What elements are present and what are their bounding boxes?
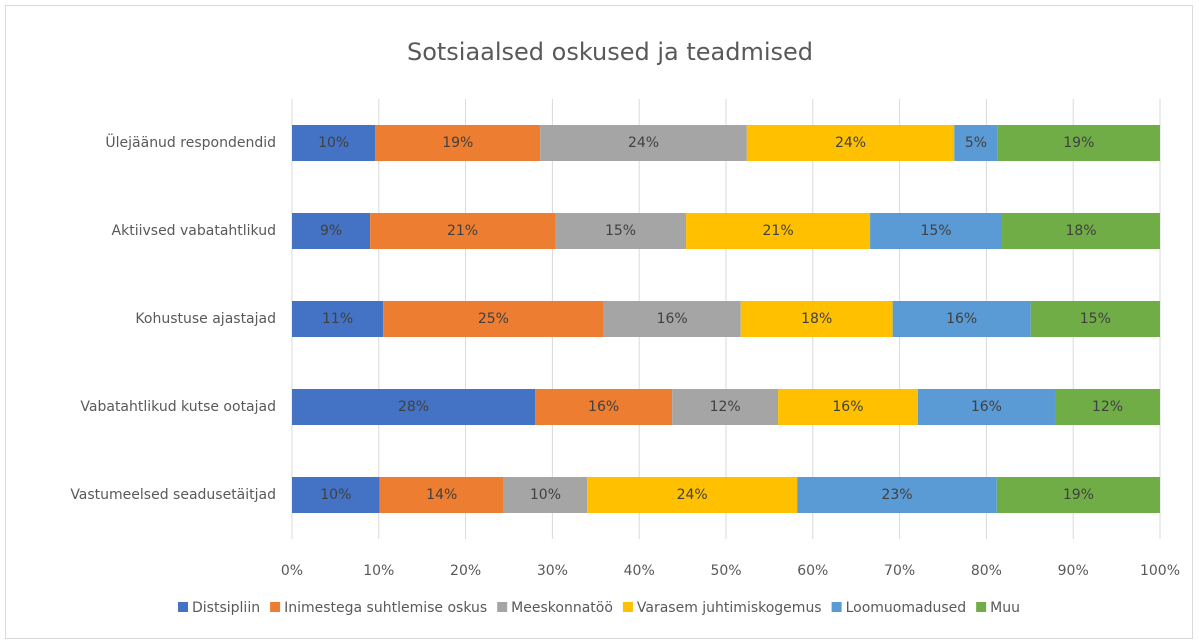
data-label: 16% [657, 311, 688, 327]
y-tick-label: Vastumeelsed seadusetäitjad [70, 487, 276, 503]
bar-segment [383, 301, 604, 337]
bar-segment [503, 477, 588, 513]
legend-label: Meeskonnatöö [511, 600, 613, 616]
x-tick-label: 60% [797, 563, 828, 579]
legend-swatch [178, 602, 189, 612]
legend-swatch [270, 602, 281, 612]
data-label: 21% [447, 223, 478, 239]
x-tick-label: 70% [884, 563, 915, 579]
bar-segment [1002, 213, 1160, 249]
data-label: 18% [801, 311, 832, 327]
data-label: 24% [628, 135, 659, 151]
bar-segment [375, 125, 541, 161]
bar-segment [379, 477, 504, 513]
x-tick-label: 90% [1058, 563, 1089, 579]
bar-segment [603, 301, 741, 337]
legend-swatch [622, 602, 633, 612]
bar-segment [587, 477, 798, 513]
bar-segment [997, 125, 1160, 161]
data-label: 12% [710, 399, 741, 415]
data-label: 19% [1063, 135, 1094, 151]
x-tick-label: 40% [624, 563, 655, 579]
bar-segment [686, 213, 871, 249]
data-label: 15% [605, 223, 636, 239]
data-label: 19% [442, 135, 473, 151]
data-label: 10% [318, 135, 349, 151]
bar-segment [292, 301, 384, 337]
bar-segment [292, 125, 376, 161]
data-label: 18% [1065, 223, 1096, 239]
x-tick-label: 20% [450, 563, 481, 579]
x-tick-label: 100% [1140, 563, 1180, 579]
data-label: 19% [1063, 487, 1094, 503]
chart-title: Sotsiaalsed oskused ja teadmised [407, 38, 813, 66]
legend-swatch [497, 602, 508, 612]
data-label: 10% [530, 487, 561, 503]
x-tick-label: 0% [281, 563, 303, 579]
legend-label: Inimestega suhtlemise oskus [284, 600, 487, 616]
bar-segment [672, 389, 779, 425]
data-label: 16% [588, 399, 619, 415]
bar-segment [1030, 301, 1160, 337]
data-label: 14% [426, 487, 457, 503]
bar-segment [778, 389, 918, 425]
legend-label: Loomuomadused [846, 600, 967, 616]
y-tick-label: Kohustuse ajastajad [135, 311, 276, 327]
y-tick-label: Aktiivsed vabatahtlikud [112, 223, 276, 239]
legend-swatch [976, 602, 987, 612]
legend-swatch [831, 602, 842, 612]
bar-segment [797, 477, 997, 513]
x-tick-label: 50% [710, 563, 741, 579]
bar-segment [292, 213, 371, 249]
bar-segment [1054, 389, 1160, 425]
data-label: 21% [763, 223, 794, 239]
legend-label: Varasem juhtimiskogemus [637, 600, 822, 616]
bar-segment [996, 477, 1160, 513]
bar-segment [535, 389, 673, 425]
legend-label: Distsipliin [192, 600, 260, 616]
data-label: 25% [478, 311, 509, 327]
data-label: 11% [322, 311, 353, 327]
bar-segment [292, 477, 380, 513]
data-label: 16% [946, 311, 977, 327]
data-label: 23% [881, 487, 912, 503]
y-tick-label: Ülejäänud respondendid [105, 133, 276, 151]
bar-segment [892, 301, 1031, 337]
legend-label: Muu [990, 600, 1020, 616]
bar-segment [917, 389, 1055, 425]
data-label: 15% [1080, 311, 1111, 327]
y-tick-label: Vabatahtlikud kutse ootajad [80, 399, 276, 415]
x-tick-label: 80% [971, 563, 1002, 579]
bar-segment [954, 125, 998, 161]
bar-segment [746, 125, 955, 161]
data-label: 12% [1092, 399, 1123, 415]
bar-segment [870, 213, 1003, 249]
data-label: 16% [832, 399, 863, 415]
data-label: 28% [398, 399, 429, 415]
data-label: 24% [677, 487, 708, 503]
bar-segment [740, 301, 893, 337]
bar-segment [370, 213, 556, 249]
x-tick-label: 10% [363, 563, 394, 579]
bar-segment [292, 389, 536, 425]
data-label: 10% [320, 487, 351, 503]
data-label: 15% [920, 223, 951, 239]
x-tick-label: 30% [537, 563, 568, 579]
bar-segment [540, 125, 747, 161]
data-label: 16% [971, 399, 1002, 415]
bar-segment [555, 213, 687, 249]
data-label: 9% [320, 223, 342, 239]
data-label: 24% [835, 135, 866, 151]
data-label: 5% [965, 135, 987, 151]
